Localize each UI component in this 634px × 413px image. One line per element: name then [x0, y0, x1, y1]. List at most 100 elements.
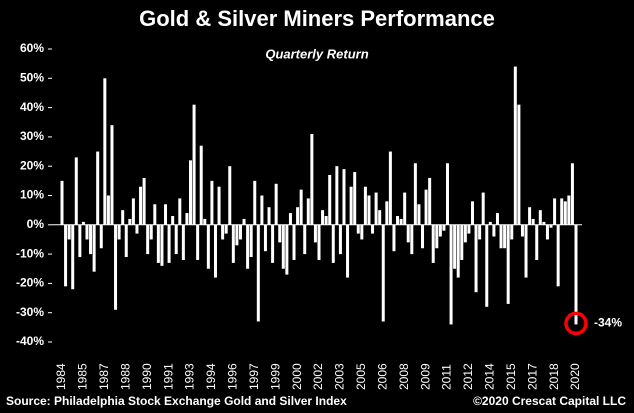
bar	[378, 210, 382, 225]
x-tick-label: 1990	[140, 363, 154, 390]
x-tick-label: 2017	[525, 363, 539, 390]
bar	[503, 224, 507, 249]
x-tick-label: 2006	[375, 363, 389, 390]
bar	[253, 180, 257, 225]
bar	[281, 224, 285, 269]
bar	[196, 224, 200, 260]
bar	[324, 216, 328, 225]
credit: ©2020 Crescat Capital LLC	[473, 394, 626, 408]
bar	[249, 224, 253, 258]
chart-subtitle: Quarterly Return	[265, 46, 368, 61]
bar	[103, 78, 107, 225]
bar	[203, 218, 207, 225]
bar	[306, 198, 310, 225]
bar	[438, 224, 442, 237]
y-tick-label: -20%	[16, 276, 44, 290]
bar	[481, 192, 485, 225]
bar	[474, 224, 478, 293]
bar	[192, 104, 196, 225]
bar	[267, 207, 271, 225]
x-tick-label: 2020	[568, 363, 582, 390]
bar	[396, 216, 400, 225]
bar	[171, 216, 175, 225]
x-tick-label: 1984	[54, 363, 68, 390]
bar	[128, 218, 132, 225]
bar	[574, 224, 578, 325]
bar	[367, 195, 371, 225]
bar	[160, 224, 164, 266]
bar	[256, 224, 260, 322]
bar	[81, 221, 85, 225]
bar	[271, 224, 275, 263]
bar	[403, 192, 407, 225]
bar	[299, 189, 303, 225]
bar	[135, 224, 139, 234]
x-tick-label: 1991	[161, 363, 175, 390]
bar	[181, 224, 185, 260]
bar	[356, 224, 360, 234]
bar	[417, 204, 421, 225]
bar	[274, 183, 278, 225]
x-tick-label: 2008	[397, 363, 411, 390]
bar	[363, 186, 367, 225]
bar	[421, 224, 425, 249]
bar	[288, 213, 292, 225]
bar	[67, 224, 71, 240]
x-tick-label: 2005	[354, 363, 368, 390]
x-tick-label: 2014	[483, 363, 497, 390]
x-tick-label: 1988	[118, 363, 132, 390]
bar	[235, 224, 239, 246]
bar	[139, 186, 143, 225]
bar	[413, 163, 417, 225]
bar	[453, 224, 457, 269]
bar	[313, 224, 317, 243]
bar	[470, 201, 474, 225]
bar	[560, 198, 564, 225]
bar	[71, 224, 75, 290]
bar	[92, 224, 96, 272]
x-tick-label: 2003	[333, 363, 347, 390]
y-tick-label: 10%	[20, 188, 44, 202]
bar	[528, 207, 532, 225]
bar	[185, 213, 189, 225]
x-tick-label: 2015	[504, 363, 518, 390]
bar	[74, 157, 78, 225]
bar	[178, 198, 182, 225]
bar	[164, 204, 168, 225]
chart-title: Gold & Silver Miners Performance	[139, 6, 495, 31]
y-tick-label: 0%	[27, 217, 45, 231]
bar	[499, 224, 503, 249]
y-tick-label: 60%	[20, 41, 44, 55]
bar	[131, 198, 135, 225]
bar	[360, 224, 364, 240]
bar	[567, 195, 571, 225]
bar	[121, 210, 125, 225]
bar	[535, 224, 539, 260]
bar	[228, 166, 232, 225]
x-tick-label: 2018	[547, 363, 561, 390]
y-tick-label: 20%	[20, 158, 44, 172]
bar	[431, 224, 435, 263]
bar	[238, 224, 242, 240]
bar	[563, 201, 567, 225]
bar	[410, 224, 414, 255]
x-tick-label: 1987	[97, 363, 111, 390]
source: Source: Philadelphia Stock Exchange Gold…	[6, 394, 347, 408]
y-tick-label: 30%	[20, 129, 44, 143]
bar	[371, 224, 375, 234]
bar	[189, 160, 192, 225]
bar	[292, 224, 296, 260]
bar	[488, 221, 492, 225]
bar	[156, 224, 160, 263]
bar	[556, 224, 560, 287]
bar	[246, 224, 250, 269]
bar	[492, 224, 496, 237]
bar	[510, 224, 514, 240]
bar	[260, 195, 264, 225]
bar	[485, 224, 489, 307]
bar	[495, 213, 499, 225]
bar	[303, 224, 307, 255]
bar	[374, 192, 378, 225]
bar	[99, 224, 103, 249]
